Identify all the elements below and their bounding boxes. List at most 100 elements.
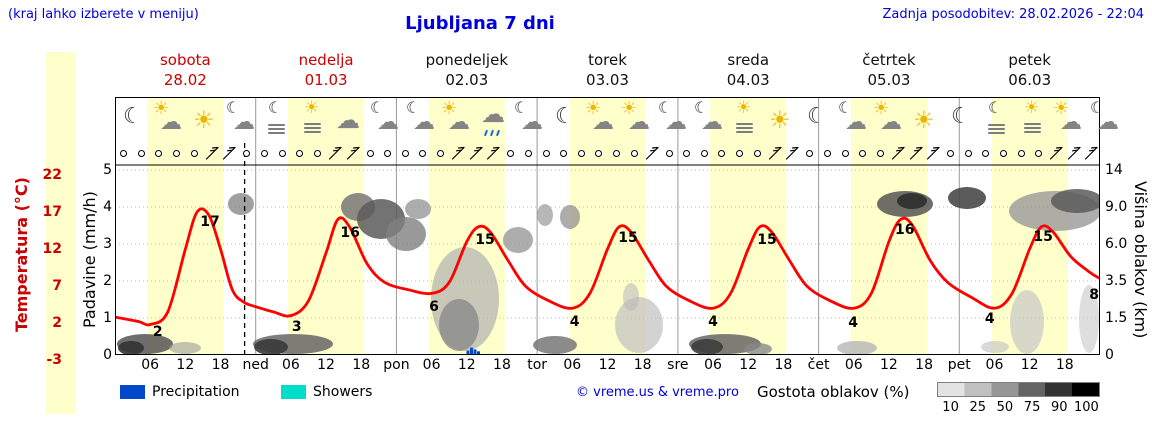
cloud-cover-symbol [696, 142, 714, 164]
sun-icon-glyph: ☀ [621, 98, 638, 119]
moon-icon-glyph: ☾ [838, 98, 853, 117]
cloud-cover-circle [1017, 149, 1025, 157]
plot-frame [115, 97, 1100, 355]
x-tick-18: 18 [352, 357, 371, 373]
day-date: 28.02 [163, 71, 207, 89]
weather-icon-cell: ☾ [943, 98, 979, 143]
x-tick-18: 18 [1055, 357, 1074, 373]
sun-icon-glyph: ☀ [441, 98, 458, 119]
wind-barb [643, 142, 661, 164]
wind-barb-glyph [1085, 146, 1099, 160]
cloud-cover-circle [577, 149, 585, 157]
fog-line [736, 123, 753, 125]
weather-icon-moon-cloud: ☾ ☁ [367, 98, 403, 143]
cloud-height-tick: 14 [1105, 162, 1123, 178]
weather-icon-moon-fog: ☾ [979, 98, 1015, 143]
x-tick-06: 06 [704, 357, 722, 373]
precipitation-bar [470, 347, 473, 355]
cloud-cover-circle [137, 149, 145, 157]
cloud-cover-circle [560, 149, 568, 157]
rain-drop [490, 129, 494, 137]
cloud-cover-circle [736, 149, 744, 157]
cloud-cover-circle [859, 149, 867, 157]
cloud-cover-symbol [819, 142, 837, 164]
x-tick-18: 18 [774, 357, 793, 373]
cloud-blob [439, 299, 479, 351]
cloud-cover-symbol [836, 142, 854, 164]
wind-barb [784, 142, 802, 164]
x-tick-18: 18 [211, 357, 230, 373]
cloud-cover-symbol [678, 142, 696, 164]
day-date: 03.03 [586, 71, 629, 89]
page-title: Ljubljana 7 dni [405, 13, 555, 34]
cloud-cover-symbol [273, 142, 291, 164]
cloud-blob [948, 187, 986, 209]
day-date: 04.03 [726, 71, 770, 89]
fog-line [988, 124, 1005, 126]
credit-link[interactable]: © vreme.us & vreme.pro [576, 385, 739, 400]
weather-icon-cell: ☀ [295, 98, 331, 143]
precipitation-tick: 4 [103, 199, 112, 215]
cloud-cover-circle [296, 149, 304, 157]
wind-barb [449, 142, 467, 164]
cloud-cover-symbol [168, 142, 186, 164]
cloud-cover-symbol [414, 142, 432, 164]
cloud-icon-glyph: ☁ [845, 110, 867, 135]
fog-line [1024, 131, 1041, 133]
cloud-cover-symbol [555, 142, 573, 164]
x-axis: 06 12 18 ned 06 12 18 pon 06 12 18 tor 06 12 18 sre 06 12… [115, 357, 1100, 375]
sun-icon-glyph: ☀ [304, 98, 320, 118]
precipitation-bar [477, 351, 480, 355]
cloud-cover-circle [718, 149, 726, 157]
cloud-cover-symbol [608, 142, 626, 164]
cloud-blob [837, 341, 877, 355]
weather-icon-fog-sun: ☀ [727, 98, 763, 143]
fog-line [268, 124, 285, 126]
cloud-cover-circle [120, 149, 128, 157]
cloud-cover-circle [1035, 149, 1043, 157]
weather-icon-fog-sun: ☀ [1015, 98, 1051, 143]
cloud-height-tick: 1.5 [1105, 310, 1128, 326]
precipitation-tick: 3 [103, 236, 112, 252]
x-tick-18: 18 [915, 357, 933, 373]
weather-icon-cell: ☀ ☁ [439, 98, 475, 143]
fog-line [736, 127, 753, 129]
cloud-blob [118, 341, 144, 355]
fog-line [1024, 123, 1041, 125]
cloud-cover-symbol [133, 142, 151, 164]
cloud-cover-circle [436, 149, 444, 157]
cloud-cover-symbol [1012, 142, 1030, 164]
wind-barb [766, 142, 784, 164]
cloud-icon-glyph: ☁ [336, 106, 360, 134]
cloud-cover-circle [278, 149, 286, 157]
weather-icon-cloud-sun: ☀ ☁ [871, 98, 907, 143]
weather-icon-cell: ☾ [547, 98, 583, 143]
precipitation-swatch [120, 385, 145, 399]
x-tick-12: 12 [1020, 357, 1039, 373]
moon-icon-glyph: ☾ [694, 98, 709, 117]
cloud-blob [537, 204, 553, 226]
wind-barb-glyph [927, 146, 940, 160]
day-name: petek [1008, 51, 1051, 69]
cloud-cover-circle [700, 149, 708, 157]
cloud-cover-symbol [748, 142, 766, 164]
weather-icon-moon-cloud: ☾ ☁ [835, 98, 871, 143]
cloud-cover-symbol [520, 142, 538, 164]
cloud-cover-circle [982, 149, 990, 157]
cloud-cover-circle [243, 149, 251, 157]
cloud-icon-glyph: ☁ [377, 110, 399, 135]
wind-barb [484, 142, 502, 164]
precipitation-axis-label: Padavine (mm/h) [80, 191, 99, 329]
wind-barb-glyph [1050, 146, 1063, 160]
cloud-blob [897, 193, 927, 209]
x-tick-06: 06 [141, 357, 160, 373]
wind-barb-glyph [909, 146, 923, 160]
day-name: sobota [159, 51, 211, 69]
cloud-cover-circle [824, 149, 832, 157]
x-tick-06: 06 [844, 357, 863, 373]
moon-icon-glyph: ☾ [226, 98, 241, 117]
cloud-icon-glyph: ☁ [233, 110, 255, 135]
last-update-text: Zadnja posodobitev: 28.02.2026 - 22:04 [882, 7, 1144, 22]
weather-icon-moon-cloud: ☾ ☁ [223, 98, 259, 143]
cloud-blob [744, 343, 772, 355]
